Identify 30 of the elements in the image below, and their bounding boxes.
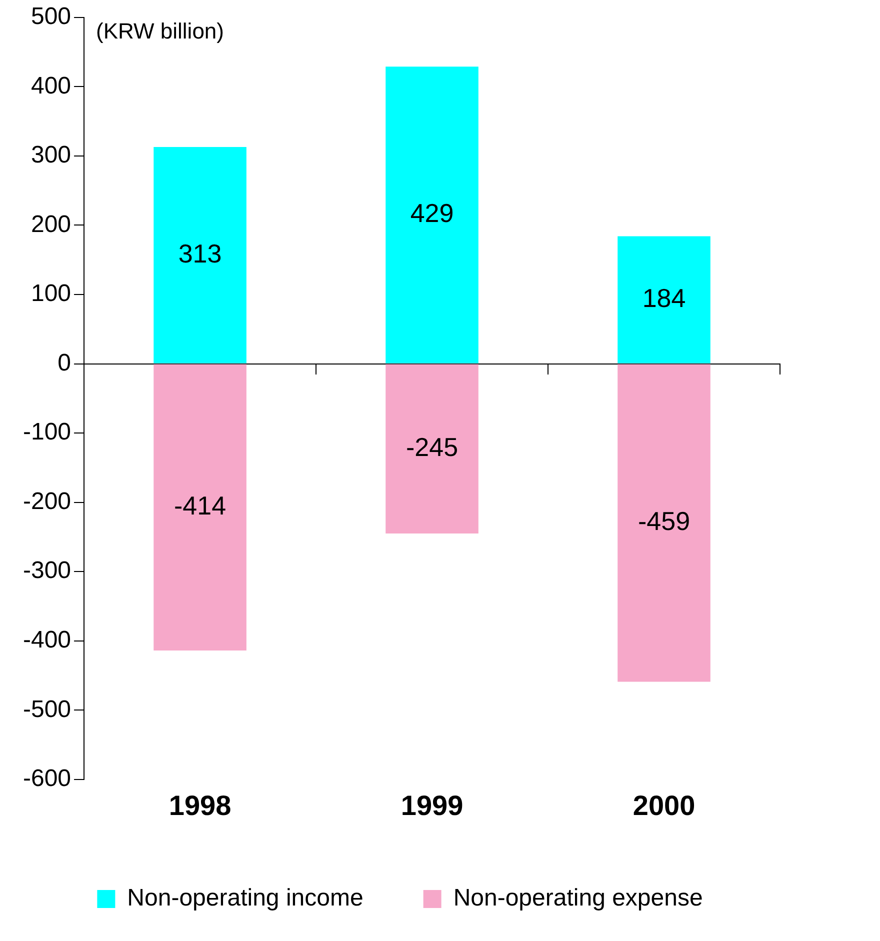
data-label: -414: [174, 490, 226, 521]
data-label: 429: [410, 198, 454, 228]
x-tick-label: 1998: [168, 790, 232, 821]
legend-label: Non-operating income: [127, 884, 364, 912]
bar: [618, 364, 710, 682]
y-tick-label: -100: [22, 418, 72, 446]
bar: [386, 66, 478, 364]
y-tick-label: 200: [30, 210, 72, 238]
y-tick-label: 300: [30, 142, 72, 169]
y-tick-label: 400: [30, 72, 72, 100]
data-label: 313: [178, 238, 222, 268]
y-tick-label: -300: [22, 557, 72, 584]
bar: [618, 236, 710, 364]
x-tick-label: 2000: [632, 790, 696, 821]
annotation: (KRW billion): [96, 18, 224, 44]
bar: [154, 364, 246, 651]
legend-label: Non-operating expense: [453, 884, 703, 912]
y-tick-label: 0: [58, 349, 72, 376]
data-label: -245: [406, 432, 458, 462]
data-label: 184: [642, 282, 686, 313]
y-tick-label: 100: [30, 280, 72, 308]
y-tick-label: -600: [22, 765, 72, 792]
y-tick-label: -200: [22, 488, 72, 515]
y-tick-label: -500: [22, 696, 72, 723]
bar: [154, 146, 246, 364]
x-tick-label: 1999: [400, 790, 464, 821]
bar: [386, 364, 478, 534]
y-tick-label: -400: [22, 626, 72, 654]
y-tick-label: 500: [30, 3, 72, 30]
data-label: -459: [638, 506, 690, 536]
